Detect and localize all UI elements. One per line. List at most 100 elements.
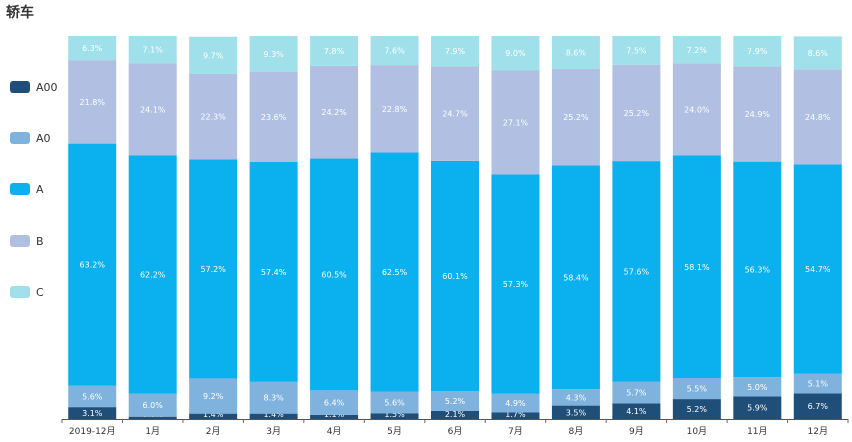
legend-item-a00[interactable]: A00 — [10, 80, 58, 94]
bar-segment-a0[interactable] — [68, 385, 117, 408]
bar-segment-c[interactable] — [793, 36, 842, 70]
data-label: 58.4% — [563, 273, 589, 282]
bar-segment-c[interactable] — [68, 36, 117, 61]
bar-segment-a[interactable] — [612, 161, 661, 382]
bar-segment-a0[interactable] — [310, 390, 359, 415]
data-label: 57.4% — [261, 268, 287, 277]
bar-segment-a0[interactable] — [128, 393, 177, 417]
bar-segment-b[interactable] — [68, 60, 117, 144]
bar-segment-a0[interactable] — [370, 391, 419, 414]
bar-segment-c[interactable] — [612, 36, 661, 65]
bar-segment-a00[interactable] — [612, 403, 661, 419]
x-tick-label: 7月 — [508, 426, 523, 437]
data-label: 25.2% — [563, 113, 589, 122]
bar-segment-c[interactable] — [672, 36, 721, 64]
data-label: 6.0% — [143, 401, 164, 410]
bar-segment-b[interactable] — [189, 73, 238, 160]
bar-segment-b[interactable] — [249, 71, 298, 163]
data-label: 5.2% — [687, 405, 708, 414]
bar-segment-a[interactable] — [431, 160, 479, 392]
bar-segment-a00[interactable] — [370, 413, 419, 419]
bar-segment-c[interactable] — [431, 36, 479, 67]
bar-segment-b[interactable] — [793, 69, 842, 165]
bar-segment-a[interactable] — [491, 174, 540, 394]
bar-segment-a[interactable] — [310, 158, 359, 391]
bar-segment-a00[interactable] — [672, 399, 721, 419]
bar-segment-a[interactable] — [551, 165, 600, 390]
data-label: 5.7% — [626, 388, 647, 397]
bar-segment-b[interactable] — [128, 63, 177, 156]
data-label: 3.1% — [82, 409, 103, 418]
bar-segment-a00[interactable] — [551, 405, 600, 420]
data-label: 7.9% — [445, 47, 466, 56]
bar-segment-a00[interactable] — [431, 410, 479, 419]
bar-segment-a[interactable] — [68, 143, 117, 386]
chart-title: 轿车 — [6, 5, 34, 21]
data-label: 5.0% — [747, 383, 768, 392]
bar-segment-c[interactable] — [491, 36, 540, 71]
bar-segment-a00[interactable] — [793, 393, 842, 419]
bar-segment-b[interactable] — [612, 64, 661, 162]
bar-segment-c[interactable] — [370, 36, 419, 66]
bar-segment-a[interactable] — [189, 159, 238, 379]
bar-segment-b[interactable] — [733, 66, 782, 162]
data-label: 5.1% — [808, 380, 829, 389]
bar-segment-a0[interactable] — [431, 391, 479, 411]
legend-item-c[interactable]: C — [10, 285, 44, 299]
bar-segment-a00[interactable] — [68, 407, 117, 419]
bar-segment-b[interactable] — [551, 68, 600, 166]
bar-segment-a[interactable] — [370, 152, 419, 392]
bar-segment-a00[interactable] — [249, 413, 298, 419]
legend-label: A0 — [36, 131, 51, 145]
x-tick-label: 2月 — [206, 426, 221, 437]
data-label: 57.3% — [503, 280, 529, 289]
bar-segment-c[interactable] — [249, 36, 298, 72]
bar-segment-c[interactable] — [733, 36, 782, 67]
bar-segment-a00[interactable] — [189, 413, 238, 419]
bar-segment-b[interactable] — [370, 65, 419, 153]
bar-segment-a00[interactable] — [310, 414, 359, 419]
bar-segment-a0[interactable] — [793, 373, 842, 394]
data-label: 24.1% — [140, 105, 166, 114]
bar-segment-b[interactable] — [672, 63, 721, 156]
data-label: 24.2% — [321, 108, 347, 117]
bar-segment-a00[interactable] — [733, 396, 782, 419]
bar-segment-a0[interactable] — [189, 378, 238, 414]
bar-segment-a0[interactable] — [491, 393, 540, 413]
bar-segment-a0[interactable] — [733, 377, 782, 397]
bar-segment-c[interactable] — [551, 36, 600, 69]
data-label: 60.1% — [442, 272, 468, 281]
bar-segment-b[interactable] — [491, 70, 540, 175]
x-tick-label: 11月 — [747, 426, 767, 437]
bar-segment-c[interactable] — [310, 36, 359, 66]
bar-segment-a0[interactable] — [612, 381, 661, 404]
data-label: 6.7% — [808, 402, 829, 411]
data-label: 6.4% — [324, 399, 345, 408]
legend-label: B — [36, 234, 44, 248]
x-tick-label: 5月 — [387, 426, 402, 437]
data-label: 8.3% — [263, 394, 284, 403]
data-label: 5.9% — [747, 404, 768, 413]
bar-segment-a0[interactable] — [249, 381, 298, 414]
bar-segment-c[interactable] — [128, 36, 177, 64]
bar-segment-b[interactable] — [431, 66, 479, 161]
legend-item-a[interactable]: A — [10, 182, 44, 196]
data-label: 24.7% — [442, 110, 468, 119]
bar-segment-b[interactable] — [310, 65, 359, 159]
bar-segment-a0[interactable] — [551, 389, 600, 406]
bar-segment-a[interactable] — [128, 155, 177, 394]
legend-item-a0[interactable]: A0 — [10, 131, 51, 145]
x-tick-label: 4月 — [327, 426, 342, 437]
bar-segment-c[interactable] — [189, 36, 238, 74]
legend-label: A00 — [36, 80, 58, 94]
legend-label: C — [36, 285, 44, 299]
bar-segment-a00[interactable] — [491, 412, 540, 419]
data-label: 27.1% — [503, 118, 529, 127]
bar-segment-a[interactable] — [249, 162, 298, 382]
bar-segment-a[interactable] — [793, 164, 842, 374]
bar-segment-a[interactable] — [733, 161, 782, 378]
bar-segment-a0[interactable] — [672, 378, 721, 400]
bar-segment-a[interactable] — [672, 155, 721, 379]
bar-segment-a00[interactable] — [128, 416, 177, 419]
legend-item-b[interactable]: B — [10, 234, 44, 248]
